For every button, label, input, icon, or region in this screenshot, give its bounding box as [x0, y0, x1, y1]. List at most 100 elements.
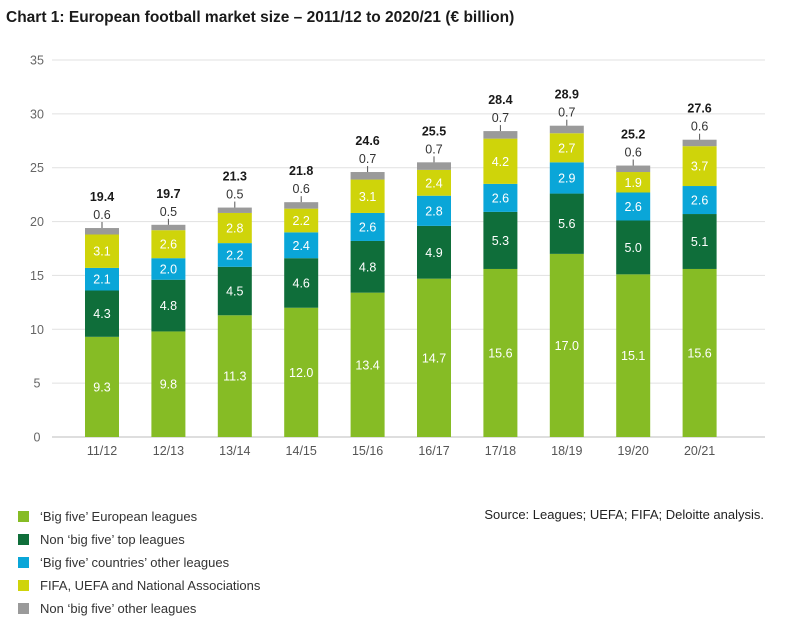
bar-segment: [85, 336, 119, 437]
data-label: 12.0: [289, 366, 313, 380]
bar-segment: [549, 193, 584, 254]
bar-segment: [350, 179, 385, 213]
bar-segment: [350, 212, 385, 241]
x-tick-label: 14/15: [286, 444, 317, 458]
data-label: 4.3: [93, 307, 110, 321]
bar-segment: [217, 315, 252, 437]
y-tick-label: 35: [30, 54, 44, 68]
bar-segment: [616, 172, 651, 193]
data-label: 2.8: [226, 222, 243, 236]
data-label: 1.9: [625, 176, 642, 190]
bar-segment: [85, 234, 119, 268]
bar-segment: [682, 214, 717, 269]
data-label: 11.3: [223, 370, 246, 384]
legend: ‘Big five’ European leagues Non ‘big fiv…: [18, 505, 260, 620]
bar-segment: [151, 331, 186, 437]
data-label: 4.6: [293, 276, 310, 290]
bar-segment: [284, 258, 319, 308]
data-label: 0.6: [293, 182, 310, 196]
total-label: 25.5: [422, 124, 446, 138]
legend-item-non-big-five-other: Non ‘big five’ other leagues: [18, 597, 260, 620]
bar-segment: [682, 146, 717, 187]
x-tick-label: 16/17: [418, 444, 449, 458]
legend-swatch: [18, 511, 29, 522]
bar-segment: [417, 278, 451, 437]
legend-swatch: [18, 580, 29, 591]
data-label: 0.5: [160, 205, 177, 219]
legend-item-big-five-other: ‘Big five’ countries’ other leagues: [18, 551, 260, 574]
stacked-bar-chart: 0 5 10 15 20 25 30 35 9.3 4.3 2.1 3.1 0.6 19.4 11/12 9.…: [30, 54, 765, 458]
data-label: 4.8: [160, 299, 177, 313]
data-label: 14.7: [422, 351, 446, 365]
legend-label: FIFA, UEFA and National Associations: [40, 578, 261, 593]
bar-segment: [217, 212, 252, 244]
data-label: 4.5: [226, 285, 243, 299]
total-label: 21.3: [223, 170, 247, 184]
legend-swatch: [18, 534, 29, 545]
total-label: 24.6: [355, 134, 379, 148]
data-label: 0.7: [558, 106, 575, 120]
bar-segment: [417, 162, 451, 170]
bar-segment: [483, 131, 518, 139]
bar-segment: [483, 138, 518, 184]
data-label: 15.6: [488, 346, 512, 360]
total-label: 25.2: [621, 128, 645, 142]
bar-segment: [682, 139, 717, 147]
y-tick-label: 20: [30, 215, 44, 229]
bar-segment: [284, 208, 319, 233]
bar-segment: [549, 162, 584, 194]
bar-segment: [350, 292, 385, 437]
data-label: 5.3: [492, 234, 509, 248]
bar-segment: [217, 243, 252, 267]
bar-segment: [85, 290, 119, 337]
data-label: 3.7: [691, 160, 708, 174]
bar-segment: [483, 268, 518, 437]
x-tick-label: 19/20: [618, 444, 649, 458]
data-label: 0.7: [425, 142, 442, 156]
y-tick-label: 5: [34, 377, 41, 391]
bar-segment: [350, 172, 385, 180]
data-label: 5.6: [558, 217, 575, 231]
data-label: 0.6: [93, 208, 110, 222]
total-label: 19.7: [156, 187, 180, 201]
legend-label: ‘Big five’ European leagues: [40, 509, 198, 524]
bar-segment: [417, 195, 451, 226]
data-label: 5.0: [625, 241, 642, 255]
bar-segment: [549, 125, 584, 134]
x-tick-label: 20/21: [684, 444, 715, 458]
total-label: 28.9: [555, 88, 579, 102]
chart-title: Chart 1: European football market size –…: [6, 9, 515, 26]
y-tick-label: 15: [30, 269, 44, 283]
legend-swatch: [18, 603, 29, 614]
legend-label: ‘Big five’ countries’ other leagues: [40, 555, 230, 570]
bar-segment: [217, 266, 252, 316]
x-tick-label: 13/14: [219, 444, 250, 458]
bar-segment: [616, 192, 651, 221]
data-label: 2.1: [93, 273, 110, 287]
bar-segment: [284, 307, 319, 437]
x-tick-label: 15/16: [352, 444, 383, 458]
bar-segment: [549, 253, 584, 437]
x-tick-label: 17/18: [485, 444, 516, 458]
total-label: 21.8: [289, 164, 313, 178]
data-label: 4.2: [492, 155, 509, 169]
data-label: 2.2: [293, 214, 310, 228]
bar-segment: [85, 228, 119, 235]
data-label: 2.7: [558, 141, 575, 155]
bar-segment: [682, 268, 717, 437]
legend-label: Non ‘big five’ top leagues: [40, 532, 185, 547]
bar-segment: [217, 207, 252, 213]
data-label: 2.6: [160, 238, 177, 252]
data-label: 15.1: [621, 349, 645, 363]
data-label: 2.4: [425, 176, 442, 190]
bar-segment: [151, 279, 186, 332]
bar-segment: [616, 274, 651, 437]
data-label: 2.6: [691, 194, 708, 208]
total-label: 28.4: [488, 93, 512, 107]
y-tick-label: 25: [30, 161, 44, 175]
bar-segment: [151, 230, 186, 259]
data-label: 4.9: [425, 246, 442, 260]
bar-segment: [151, 258, 186, 280]
data-label: 9.8: [160, 378, 177, 392]
x-tick-label: 18/19: [551, 444, 582, 458]
